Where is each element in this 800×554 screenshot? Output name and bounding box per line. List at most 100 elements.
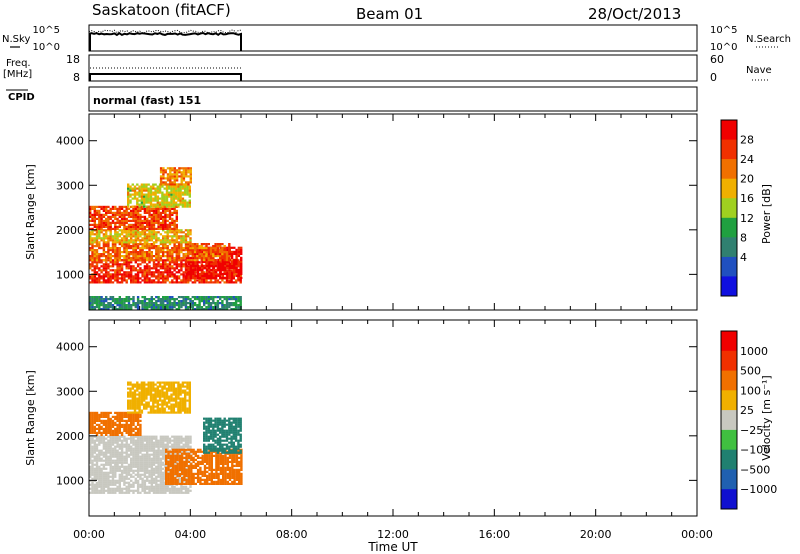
heatmap-cell bbox=[133, 407, 137, 410]
heatmap-cell bbox=[166, 447, 169, 450]
heatmap-cell bbox=[152, 385, 155, 388]
heatmap-cell bbox=[143, 479, 147, 482]
heatmap-cell bbox=[114, 411, 117, 414]
heatmap-cell bbox=[219, 462, 223, 465]
heatmap-cell bbox=[168, 201, 171, 204]
heatmap-cell bbox=[98, 217, 101, 220]
heatmap-cell bbox=[134, 431, 137, 434]
heatmap-cell bbox=[120, 263, 124, 266]
freq-label: Freq. bbox=[6, 58, 31, 69]
heatmap-cell bbox=[189, 231, 192, 234]
heatmap-cell bbox=[98, 481, 101, 484]
heatmap-cell bbox=[116, 249, 119, 252]
heatmap-cell bbox=[224, 458, 227, 461]
heatmap-cell bbox=[173, 183, 176, 186]
heatmap-cell bbox=[214, 252, 218, 255]
heatmap-cell bbox=[152, 243, 156, 246]
heatmap-cell bbox=[125, 427, 128, 430]
heatmap-cell bbox=[203, 279, 206, 282]
heatmap-cell bbox=[114, 215, 117, 218]
heatmap-cell bbox=[159, 273, 163, 276]
heatmap-cell bbox=[132, 427, 135, 430]
heatmap-cell bbox=[215, 452, 218, 455]
heatmap-cell bbox=[146, 302, 149, 305]
heatmap-cell bbox=[132, 489, 135, 492]
heatmap-cell bbox=[107, 449, 110, 452]
heatmap-cell bbox=[100, 485, 103, 488]
heatmap-cell bbox=[139, 300, 142, 303]
heatmap-cell bbox=[228, 454, 232, 457]
heatmap-cell bbox=[187, 466, 191, 469]
heatmap-cell bbox=[171, 175, 174, 178]
heatmap-cell bbox=[143, 183, 146, 186]
heatmap-cell bbox=[187, 183, 190, 186]
heatmap-cell bbox=[216, 251, 220, 254]
heatmap-cell bbox=[155, 233, 158, 236]
heatmap-cell bbox=[111, 447, 115, 450]
heatmap-cell bbox=[185, 175, 188, 178]
heatmap-cell bbox=[237, 306, 240, 309]
heatmap-cell bbox=[177, 187, 180, 190]
heatmap-cell bbox=[210, 456, 213, 459]
heatmap-cell bbox=[133, 397, 137, 400]
heatmap-cell bbox=[105, 279, 108, 282]
heatmap-cell bbox=[193, 251, 197, 254]
heatmap-cell bbox=[175, 215, 178, 218]
heatmap-cell bbox=[182, 279, 185, 282]
heatmap-cell bbox=[201, 260, 204, 263]
heatmap-cell bbox=[125, 308, 128, 311]
heatmap-cell bbox=[120, 231, 124, 234]
heatmap-cell bbox=[183, 460, 186, 463]
heatmap-cell bbox=[127, 304, 131, 307]
heatmap-cell bbox=[109, 483, 112, 486]
heatmap-cell bbox=[228, 302, 231, 305]
heatmap-cell bbox=[221, 266, 225, 269]
heatmap-cell bbox=[93, 485, 96, 488]
heatmap-cell bbox=[224, 276, 227, 279]
heatmap-cell bbox=[107, 217, 110, 220]
heatmap-cell bbox=[134, 453, 137, 456]
heatmap-cell bbox=[221, 302, 224, 305]
heatmap-cell bbox=[93, 487, 96, 490]
heatmap-cell bbox=[206, 456, 209, 459]
heatmap-cell bbox=[196, 260, 200, 263]
heatmap-cell bbox=[168, 405, 171, 408]
heatmap-cell bbox=[175, 213, 178, 216]
heatmap-cell bbox=[206, 462, 209, 465]
heatmap-cell bbox=[134, 473, 137, 476]
heatmap-cell bbox=[100, 477, 103, 480]
heatmap-cell bbox=[98, 259, 101, 262]
heatmap-cell bbox=[181, 185, 185, 188]
heatmap-cell bbox=[127, 306, 131, 309]
heatmap-cell bbox=[120, 265, 124, 268]
heatmap-cell bbox=[219, 472, 223, 475]
heatmap-cell bbox=[152, 477, 156, 480]
heatmap-cell bbox=[145, 403, 148, 406]
heatmap-cell bbox=[219, 480, 223, 483]
heatmap-cell bbox=[123, 300, 126, 303]
heatmap-cell bbox=[172, 393, 175, 396]
heatmap-cell bbox=[120, 417, 124, 420]
heatmap-cell bbox=[150, 259, 153, 262]
heatmap-cell bbox=[154, 401, 157, 404]
heatmap-cell bbox=[221, 257, 224, 260]
heatmap-cell bbox=[201, 450, 204, 453]
heatmap-cell bbox=[123, 423, 126, 426]
heatmap-cell bbox=[107, 475, 110, 478]
heatmap-cell bbox=[107, 257, 110, 260]
heatmap-cell bbox=[155, 435, 158, 438]
heatmap-cell bbox=[95, 417, 99, 420]
heatmap-cell bbox=[231, 472, 234, 475]
heatmap-cell bbox=[164, 181, 167, 184]
heatmap-cell bbox=[184, 487, 188, 490]
heatmap-cell bbox=[143, 201, 146, 204]
heatmap-cell bbox=[100, 479, 103, 482]
heatmap-cell bbox=[107, 281, 110, 284]
heatmap-cell bbox=[182, 183, 186, 186]
heatmap-cell bbox=[198, 276, 202, 279]
heatmap-cell bbox=[184, 203, 187, 206]
heatmap-cell bbox=[111, 306, 115, 309]
heatmap-cell bbox=[100, 459, 103, 462]
heatmap-cell bbox=[114, 298, 117, 301]
heatmap-cell bbox=[161, 409, 164, 412]
